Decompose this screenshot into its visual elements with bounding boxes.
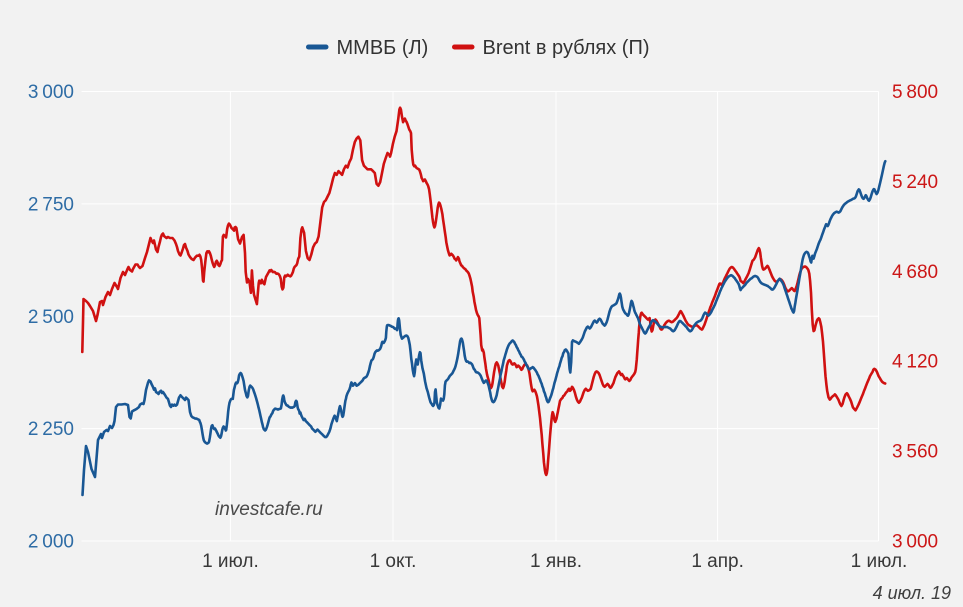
svg-text:investcafe.ru: investcafe.ru [215, 499, 323, 520]
svg-text:1 янв.: 1 янв. [530, 551, 582, 572]
svg-text:4 июл. 19: 4 июл. 19 [873, 583, 951, 603]
svg-text:5 800: 5 800 [892, 82, 938, 103]
svg-text:1 июл.: 1 июл. [202, 551, 259, 572]
svg-text:2 750: 2 750 [28, 194, 74, 215]
svg-text:2 000: 2 000 [28, 532, 74, 553]
svg-text:5 240: 5 240 [892, 172, 938, 193]
svg-text:ММВБ (Л): ММВБ (Л) [337, 37, 429, 59]
svg-text:2 250: 2 250 [28, 419, 74, 440]
svg-text:4 680: 4 680 [892, 262, 938, 283]
svg-text:1 окт.: 1 окт. [370, 551, 417, 572]
svg-text:3 000: 3 000 [28, 82, 74, 103]
svg-text:3 560: 3 560 [892, 442, 938, 463]
svg-text:4 120: 4 120 [892, 352, 938, 373]
svg-text:1 июл.: 1 июл. [851, 551, 908, 572]
svg-text:1 апр.: 1 апр. [691, 551, 744, 572]
svg-text:3 000: 3 000 [892, 532, 938, 553]
svg-text:Brent в рублях (П): Brent в рублях (П) [483, 37, 650, 59]
svg-text:2 500: 2 500 [28, 307, 74, 328]
